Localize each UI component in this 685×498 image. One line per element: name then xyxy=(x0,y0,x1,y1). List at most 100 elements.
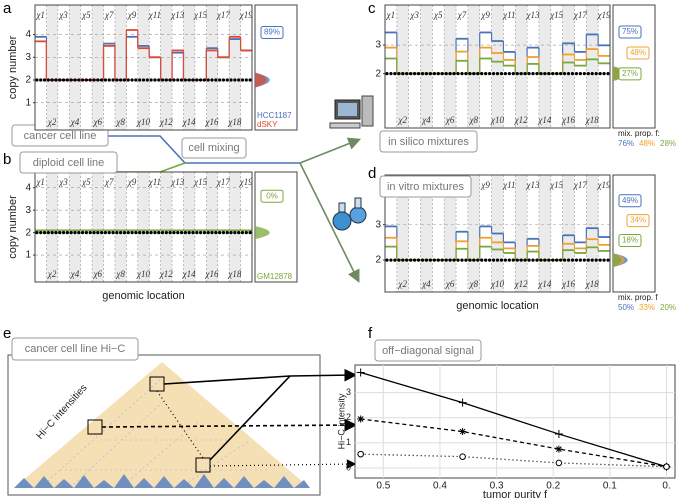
reference-dot xyxy=(107,78,111,82)
reference-dot xyxy=(107,231,111,235)
label-box xyxy=(379,175,472,198)
reference-dot xyxy=(401,258,405,262)
reference-dot xyxy=(389,258,393,262)
reference-dot xyxy=(405,258,409,262)
reference-dot xyxy=(73,78,77,82)
reference-dot xyxy=(594,258,598,262)
panel-letter: e xyxy=(3,325,11,342)
reference-dot xyxy=(598,72,602,76)
label-box xyxy=(181,137,247,159)
reference-dot xyxy=(416,72,421,76)
reference-dot xyxy=(547,258,551,262)
y-tick-label: 2 xyxy=(375,255,381,266)
reference-dot xyxy=(138,78,142,82)
legend-entry: 20% xyxy=(660,303,676,312)
chr-label: χ6 xyxy=(93,117,103,127)
reference-dot xyxy=(35,78,39,82)
chr-shade xyxy=(586,5,599,128)
chr-label: χ16 xyxy=(205,117,219,127)
chr-shade xyxy=(46,172,58,282)
reference-dot xyxy=(233,78,237,82)
reference-dot xyxy=(582,258,586,262)
reference-dot xyxy=(176,78,180,82)
reference-dot xyxy=(183,231,187,235)
reference-dot xyxy=(145,78,149,82)
reference-dot xyxy=(602,72,606,76)
chr-label: χ9 xyxy=(127,10,137,20)
panel-letter: b xyxy=(3,151,11,168)
chr-shade xyxy=(467,175,480,292)
reference-dot xyxy=(248,78,252,82)
reference-dot xyxy=(385,72,389,76)
chr-label: χ15 xyxy=(193,10,207,20)
reference-dot xyxy=(179,231,184,235)
reference-dot xyxy=(551,258,555,262)
reference-dot xyxy=(555,72,559,76)
reference-dot xyxy=(444,72,448,76)
reference-dot xyxy=(199,78,203,82)
reference-dot xyxy=(92,78,96,82)
y-tick-label: 3 xyxy=(375,40,381,51)
chr-label: χ1 xyxy=(386,10,395,20)
reference-dot xyxy=(424,72,429,76)
chr-label: χ12 xyxy=(159,269,173,279)
reference-dot xyxy=(401,72,405,76)
reference-dot xyxy=(39,78,43,82)
legend-entry: HCC1187 xyxy=(257,111,292,120)
reference-dot xyxy=(187,231,191,235)
chr-label: χ12 xyxy=(159,117,173,127)
reference-dot xyxy=(464,72,468,76)
y-tick-label: 3 xyxy=(25,205,31,216)
reference-dot xyxy=(476,258,480,262)
reference-dot xyxy=(488,72,492,76)
y-tick-label: 1 xyxy=(346,437,351,447)
flask-icon xyxy=(354,197,362,209)
chr-label: χ10 xyxy=(490,279,504,289)
reference-dot xyxy=(436,258,440,262)
reference-dot xyxy=(535,72,539,76)
reference-dot xyxy=(111,231,115,235)
reference-dot xyxy=(519,72,523,76)
arrow xyxy=(299,162,360,283)
reference-dot xyxy=(65,78,69,82)
reference-dot xyxy=(578,258,582,262)
x-tick-label: 0.2 xyxy=(546,481,560,492)
x-tick-label: 0.5 xyxy=(376,481,390,492)
reference-dot xyxy=(448,258,452,262)
chr-label: χ5 xyxy=(433,10,443,20)
reference-dot xyxy=(96,231,100,235)
label-box xyxy=(374,339,482,362)
chr-label: χ14 xyxy=(537,115,551,125)
reference-dot xyxy=(574,258,579,262)
reference-dot xyxy=(440,72,444,76)
reference-dot xyxy=(578,72,582,76)
reference-dot xyxy=(183,78,187,82)
reference-dot xyxy=(531,258,535,262)
marker xyxy=(357,415,365,423)
reference-dot xyxy=(58,231,62,235)
marker xyxy=(459,453,466,460)
reference-dot xyxy=(229,231,233,235)
reference-dot xyxy=(130,78,134,82)
reference-dot xyxy=(160,231,165,235)
reference-dot xyxy=(397,72,401,76)
reference-dot xyxy=(428,72,432,76)
reference-dot xyxy=(456,258,460,262)
reference-dot xyxy=(586,258,590,262)
reference-dot xyxy=(452,258,456,262)
reference-dot xyxy=(491,258,496,262)
purity-box xyxy=(626,214,650,228)
flask-icon xyxy=(349,206,367,224)
reference-dot xyxy=(472,258,476,262)
reference-dot xyxy=(495,72,500,76)
density xyxy=(613,253,622,268)
reference-dot xyxy=(130,231,134,235)
reference-dot xyxy=(452,72,456,76)
density xyxy=(255,72,267,88)
reference-dot xyxy=(221,78,226,82)
reference-dot xyxy=(80,231,85,235)
reference-dot xyxy=(237,78,241,82)
legend-entry: 33% xyxy=(639,303,655,312)
reference-dot xyxy=(221,231,226,235)
